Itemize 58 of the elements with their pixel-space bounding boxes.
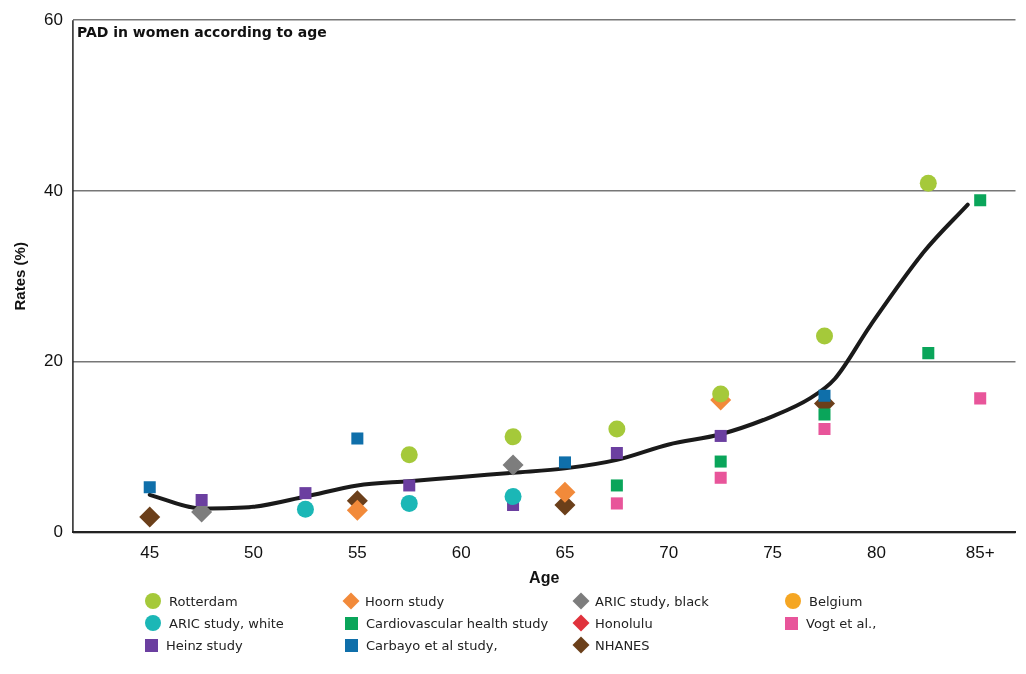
- x-tick-label: 75: [763, 543, 783, 563]
- y-tick-label: 20: [43, 351, 63, 371]
- chart-title: PAD in women according to age: [76, 23, 327, 40]
- point: [400, 494, 418, 512]
- point: [610, 447, 623, 460]
- point: [351, 432, 364, 445]
- x-axis-title: Age: [529, 568, 560, 586]
- y-tick-label: 40: [43, 180, 63, 200]
- point: [818, 408, 831, 421]
- point: [818, 423, 831, 436]
- y-tick-label: 0: [53, 522, 63, 542]
- point: [818, 389, 831, 402]
- legend-label: Belgium: [809, 593, 863, 609]
- point: [346, 499, 368, 521]
- point: [502, 454, 524, 476]
- point: [815, 327, 833, 345]
- point: [504, 428, 522, 446]
- point: [296, 500, 314, 518]
- x-tick-label: 65: [555, 543, 575, 563]
- point: [608, 420, 626, 438]
- point: [610, 479, 623, 492]
- point: [714, 429, 727, 442]
- point: [139, 506, 161, 528]
- y-axis-title: Rates (%): [11, 242, 29, 311]
- point: [299, 487, 312, 500]
- legend-label: ARIC study, white: [169, 615, 284, 631]
- y-tick-label: 60: [43, 9, 63, 29]
- point: [712, 385, 730, 403]
- point: [504, 488, 522, 506]
- legend-label: NHANES: [595, 637, 650, 653]
- point: [403, 479, 416, 492]
- x-tick-label: 60: [451, 543, 471, 563]
- point: [195, 493, 208, 506]
- legend-label: ARIC study, black: [595, 593, 709, 609]
- point: [714, 471, 727, 484]
- point: [400, 446, 418, 464]
- point: [919, 174, 937, 192]
- x-tick-label: 55: [347, 543, 367, 563]
- x-tick-label: 80: [866, 543, 886, 563]
- legend-label: Carbayo et al study,: [366, 637, 498, 653]
- legend-label: Hoorn study: [365, 593, 445, 609]
- x-tick-label: 45: [140, 543, 160, 563]
- legend-label: Heinz study: [166, 637, 243, 653]
- legend-label: Cardiovascular health study: [366, 615, 549, 631]
- legend-label: Rotterdam: [169, 593, 238, 609]
- point: [610, 497, 623, 510]
- point: [974, 194, 987, 207]
- legend-label: Honolulu: [595, 615, 653, 631]
- x-tick-label: 50: [244, 543, 263, 563]
- point: [922, 347, 935, 360]
- point: [143, 481, 156, 494]
- point: [714, 455, 727, 468]
- point: [558, 456, 571, 469]
- legend-label: Vogt et al.,: [806, 615, 877, 631]
- x-tick-label: 85+: [965, 543, 995, 563]
- x-tick-label: 70: [659, 543, 679, 563]
- point: [554, 481, 576, 503]
- point: [974, 392, 987, 405]
